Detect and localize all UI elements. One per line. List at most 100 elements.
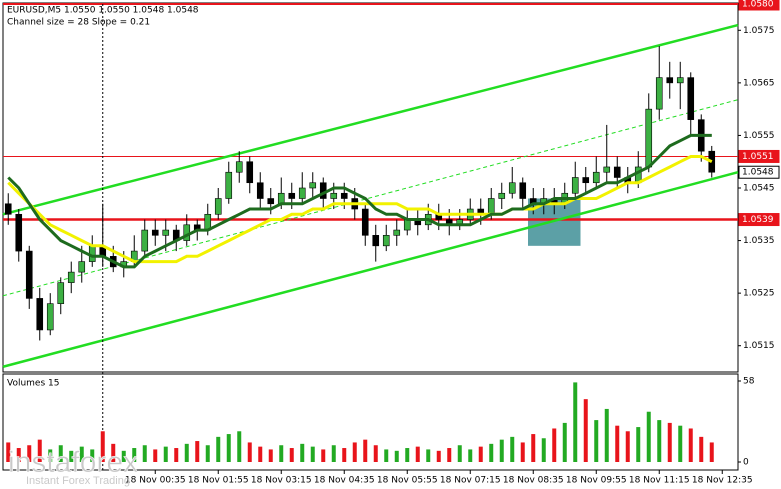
candle-body [214,198,222,215]
volume-bar [394,450,399,462]
candle-body [340,192,348,199]
y-tick-label: 1.0545 [743,184,775,194]
volume-bar [163,446,168,462]
y-tick-label: 1.0575 [743,26,775,36]
x-tick-label: 18 Nov 08:35 [503,476,564,486]
volume-bar [678,425,683,462]
channel-line [2,171,739,368]
y-tick-label: 1.0565 [743,78,775,88]
candle-body [519,182,527,199]
volume-bar [468,449,473,462]
volume-bar [657,420,662,462]
volume-bar [58,445,63,462]
x-tick-label: 18 Nov 03:15 [251,476,312,486]
candle-body [487,198,495,215]
volume-bar [121,450,126,462]
volume-bar [37,439,42,462]
volume-bar [583,399,588,462]
volume-bar [489,443,494,462]
volume-bar [226,434,231,462]
moving-average [7,133,712,269]
volume-bar [552,428,557,462]
x-tick-label: 18 Nov 09:55 [566,476,627,486]
volume-bar [153,449,158,462]
price-tag-label: 1.0580 [742,0,774,10]
volume-bar [310,446,315,462]
y-tick-label: 1.0555 [743,131,775,141]
candle-body [403,219,411,231]
candle-body [372,235,380,247]
candle-body [393,229,401,236]
candle-body [67,271,75,283]
volume-bar [48,449,53,462]
volume-bar [531,434,536,462]
candle-body [676,77,684,84]
volume-bar [237,431,242,462]
volume-bar [184,443,189,462]
price-tag [738,165,780,179]
volume-bar [79,446,84,462]
candle-body [162,229,170,236]
volume-title: Volumes 15 [7,379,59,389]
volume-bar [69,450,74,462]
volume-bar [6,442,11,462]
moving-average [7,155,713,264]
candle-body [46,303,54,331]
y-tick-label: 1.0515 [743,341,775,351]
volume-bar [205,445,210,462]
volume-bar [457,445,462,462]
volume-bar [478,446,483,462]
chart-title: EURUSD,M5 1.0550 1.0550 1.0548 1.0548 [7,6,199,16]
volume-bar [436,450,441,462]
volume-bar [447,448,452,462]
volume-bar [363,439,368,462]
candle-body [361,208,369,236]
watermark-brand: instaforex [8,446,138,479]
candle-body [4,203,12,215]
x-tick-label: 18 Nov 01:55 [188,476,249,486]
x-tick-label: 18 Nov 07:15 [440,476,501,486]
candle-body [498,192,506,199]
volume-bar [405,448,410,462]
volume-bar [352,442,357,462]
candle-body [645,108,653,168]
candle-body [298,187,306,199]
x-tick-label: 18 Nov 12:35 [692,476,753,486]
x-tick-label: 18 Nov 11:15 [629,476,690,486]
volume-bar [268,449,273,462]
candle-body [25,250,33,299]
x-tick-label: 18 Nov 00:35 [125,476,186,486]
price-tag-label: 1.0551 [742,152,774,162]
candle-body [151,229,159,236]
volume-bar [520,442,525,462]
volume-bar [709,442,714,462]
candle-body [309,182,317,189]
chart-subtitle: Channel size = 28 Slope = 0.21 [7,18,150,28]
volume-tick-label: 0 [743,458,749,468]
volume-bar [216,436,221,462]
candle-body [256,182,264,199]
candle-body [508,182,516,194]
volume-bar [667,422,672,462]
volume-bar [247,442,252,462]
candle-body [78,261,86,273]
volume-bar [573,382,578,462]
volume-bar [625,431,630,462]
watermark-tagline: Instant Forex Trading [26,475,130,487]
volume-bar [27,445,32,462]
current-price-label: 1.0548 [742,168,774,178]
volume-bar [258,446,263,462]
volume-bar [174,448,179,462]
volume-bar [499,439,504,462]
x-tick-label: 18 Nov 05:55 [377,476,438,486]
volume-panel [2,373,739,471]
price-tag [738,0,780,11]
volume-bar [289,448,294,462]
volume-bar [699,436,704,462]
volume-bar [604,408,609,462]
candle-body [36,298,44,331]
volume-bar [636,427,641,462]
y-tick-label: 1.0525 [743,289,775,299]
